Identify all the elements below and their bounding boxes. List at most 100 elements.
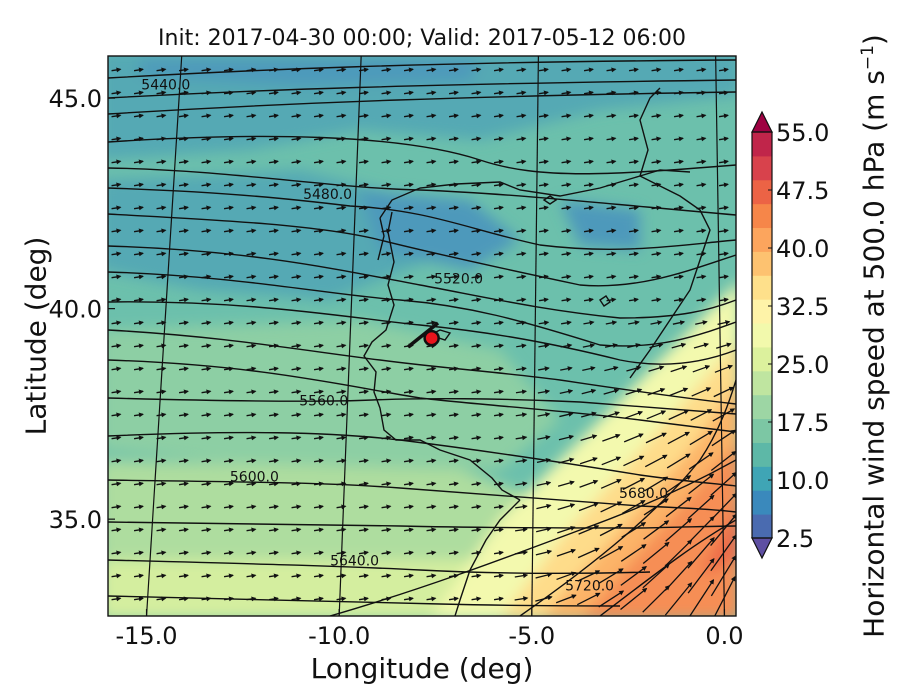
wind-arrow [381, 205, 392, 211]
wind-arrow [156, 228, 167, 234]
wind-arrow [628, 159, 639, 165]
wind-arrow [426, 297, 437, 303]
colorbar-label: Horizontal wind speed at 500.0 hPa (m s−… [858, 34, 891, 638]
wind-arrow [246, 573, 257, 579]
wind-arrow [648, 365, 665, 372]
wind-arrow [448, 274, 459, 280]
wind-arrow [156, 343, 167, 349]
wind-arrow [223, 274, 234, 280]
wind-arrow [583, 159, 594, 165]
wind-arrow [313, 596, 324, 602]
wind-arrow [313, 527, 324, 533]
wind-arrow [156, 481, 167, 487]
wind-arrow [156, 366, 167, 372]
wind-arrow [178, 458, 189, 464]
wind-arrow [336, 90, 347, 96]
wind-arrow [291, 159, 302, 165]
wind-arrow [448, 90, 459, 96]
wind-arrow [561, 90, 572, 96]
wind-arrow [268, 274, 279, 280]
wind-arrow [381, 573, 392, 579]
wind-arrow [426, 228, 437, 234]
wind-arrow [178, 596, 189, 602]
wind-arrow [133, 573, 144, 579]
colorbar-segment [752, 227, 772, 252]
colorbar-segment [752, 132, 772, 157]
colorbar-frame [751, 131, 773, 539]
wind-arrow [673, 113, 684, 119]
wind-arrow [426, 481, 437, 487]
wind-arrow [268, 389, 279, 395]
wind-arrow [246, 136, 257, 142]
wind-arrow [689, 579, 715, 616]
wind-arrow [493, 573, 504, 579]
wind-arrow [268, 435, 279, 441]
colorbar-segment [752, 203, 772, 229]
contour-labels: 5440.0 5480.0 5520.0 5560.0 5600.0 5640.0 5680… [141, 78, 668, 595]
wind-arrow [133, 136, 144, 142]
wind-arrow [448, 389, 459, 395]
wind-arrow [133, 366, 144, 372]
wind-arrow [381, 67, 392, 73]
wind-arrow [670, 365, 688, 373]
wind-arrow [358, 136, 369, 142]
wind-arrow [688, 473, 715, 495]
wind-arrow [246, 366, 257, 372]
wind-arrow [403, 458, 414, 464]
wind-arrow [559, 389, 574, 394]
wind-arrow [493, 343, 504, 349]
wind-arrow [448, 504, 459, 510]
y-tick-label: 35.0 [49, 506, 102, 534]
wind-arrow [223, 343, 234, 349]
wind-arrow [471, 504, 482, 510]
wind-arrow [268, 412, 279, 418]
wind-arrow [403, 550, 414, 556]
wind-arrow [156, 573, 167, 579]
wind-arrow [606, 113, 617, 119]
wind-arrow [246, 343, 257, 349]
wind-arrow [628, 205, 639, 211]
wind-arrow [713, 386, 735, 398]
wind-arrow [246, 251, 257, 257]
wind-arrow [111, 435, 122, 441]
wind-arrow [336, 481, 347, 487]
wind-arrow [381, 228, 392, 234]
wind-arrow [628, 67, 639, 73]
wind-arrow [111, 458, 122, 464]
wind-arrow [358, 343, 369, 349]
wind-arrow [156, 67, 167, 73]
wind-arrow [403, 504, 414, 510]
wind-arrow [133, 343, 144, 349]
wind-arrow [223, 67, 234, 73]
colorbar-segment [752, 442, 772, 467]
wind-arrow [556, 571, 577, 581]
wind-arrow [223, 458, 234, 464]
wind-arrow [223, 389, 234, 395]
wind-arrow [688, 452, 714, 470]
wind-arrow [178, 182, 189, 188]
wind-arrow [673, 297, 684, 303]
wind-arrow [516, 113, 527, 119]
wind-arrow [156, 596, 167, 602]
wind-arrow [426, 113, 437, 119]
wind-arrow [538, 182, 549, 188]
wind-arrow [620, 587, 648, 610]
wind-arrow [651, 228, 662, 234]
wind-arrow [426, 412, 437, 418]
wind-arrow [673, 274, 684, 280]
wind-arrow [471, 527, 482, 533]
wind-arrow [111, 527, 122, 533]
wind-arrow [381, 182, 392, 188]
wind-arrow [578, 502, 599, 512]
wind-arrow [358, 251, 369, 257]
wind-arrow [381, 251, 392, 257]
wind-arrow [358, 573, 369, 579]
wind-arrow [336, 320, 347, 326]
wind-arrow [336, 573, 347, 579]
wind-arrow [246, 504, 257, 510]
wind-arrow [426, 320, 437, 326]
wind-arrow [246, 274, 257, 280]
colorbar-tick-label: 25.0 [776, 351, 829, 379]
wind-arrow [583, 67, 594, 73]
